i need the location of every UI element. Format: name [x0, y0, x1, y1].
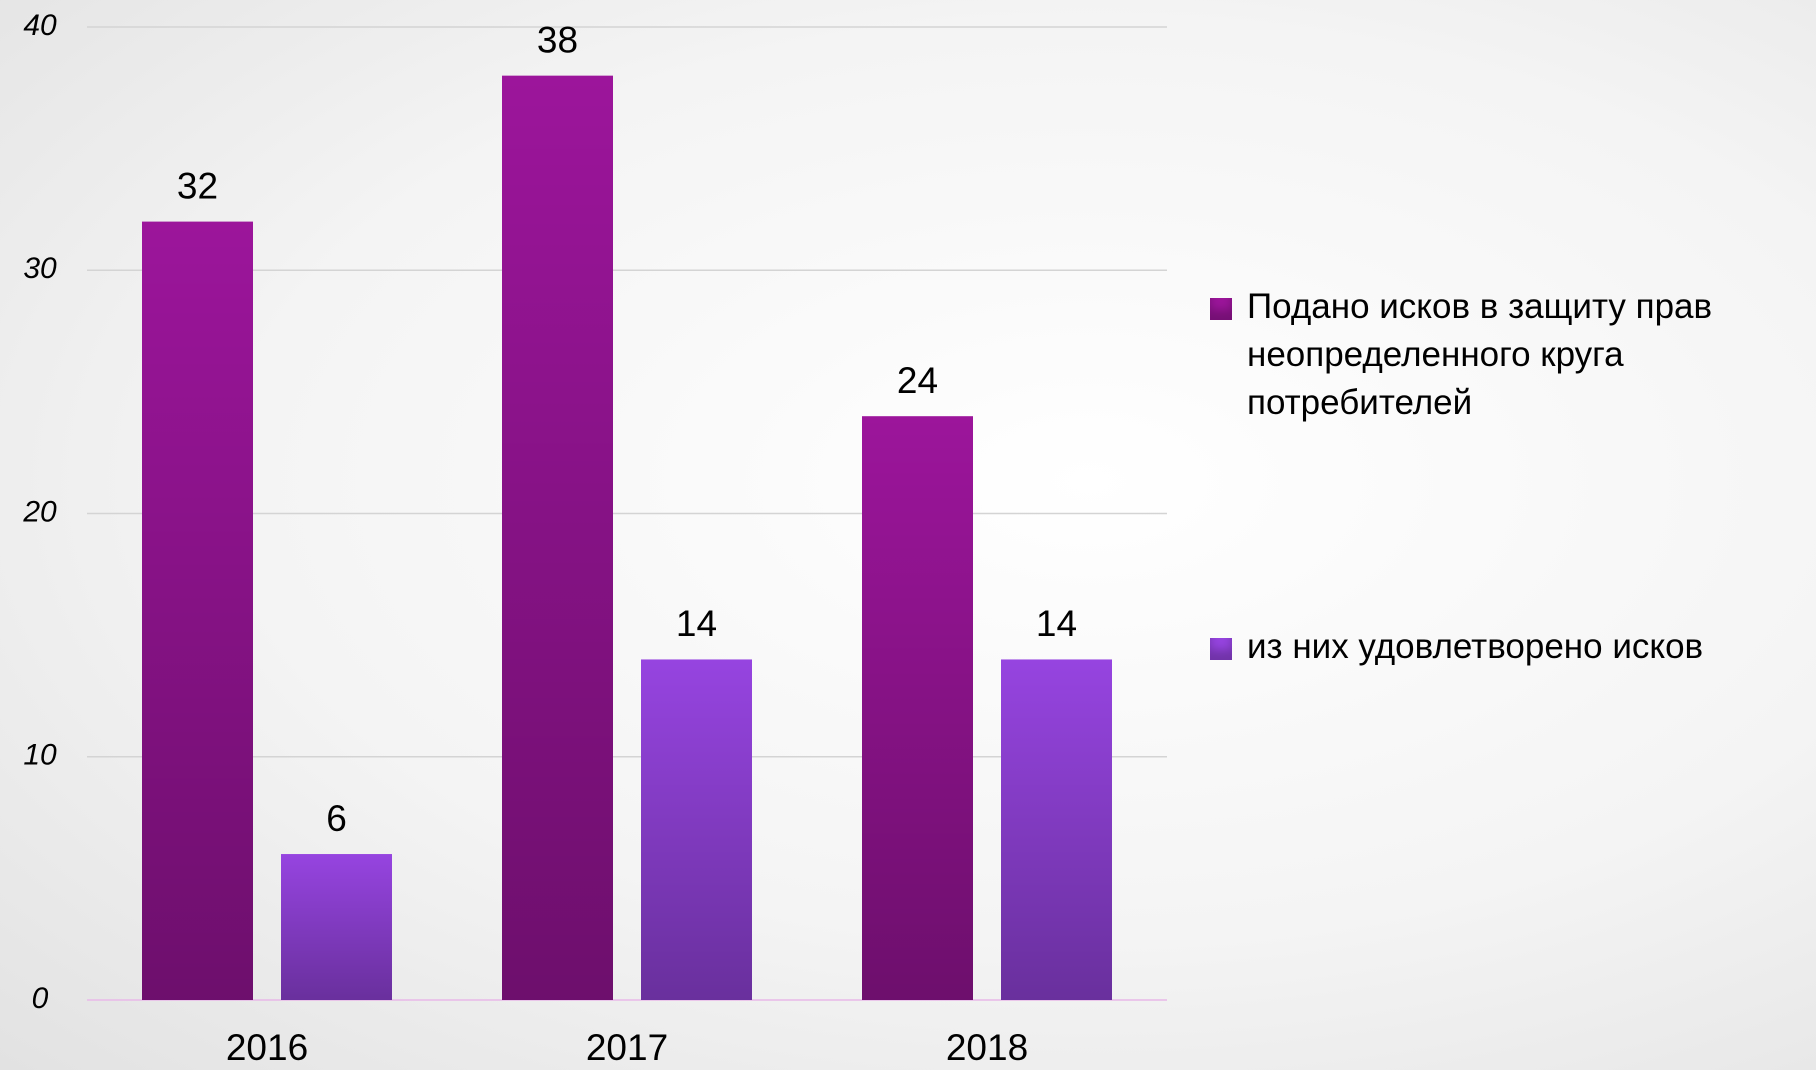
bar-shade: [502, 75, 613, 1000]
bar-shade: [862, 416, 973, 1000]
data-label: 14: [1036, 603, 1077, 644]
y-tick-label: 40: [23, 9, 57, 42]
bar-shade: [641, 659, 752, 1000]
x-tick-label: 2016: [226, 1027, 308, 1068]
x-tick-label: 2018: [946, 1027, 1028, 1068]
data-label: 32: [177, 165, 218, 206]
y-tick-label: 10: [23, 739, 57, 772]
bar-shade: [142, 221, 253, 1001]
y-tick-label: 30: [23, 252, 57, 285]
legend-swatch: [1210, 298, 1232, 320]
bar-shade: [1001, 659, 1112, 1000]
bar-shade: [281, 854, 392, 1000]
data-label: 14: [676, 603, 717, 644]
data-label: 24: [897, 360, 938, 401]
legend-item: Подано исков в защиту прав неопределенно…: [1210, 283, 1810, 427]
data-label: 38: [537, 19, 578, 60]
y-tick-label: 20: [22, 495, 57, 528]
legend-label: Подано исков в защиту прав неопределенно…: [1247, 287, 1713, 422]
x-tick-label: 2017: [586, 1027, 668, 1068]
data-label: 6: [326, 798, 347, 839]
legend-swatch: [1210, 638, 1232, 660]
legend-label: из них удовлетворено исков: [1247, 627, 1704, 666]
legend-item: из них удовлетворено исков: [1210, 623, 1810, 671]
y-tick-label: 0: [32, 982, 49, 1015]
